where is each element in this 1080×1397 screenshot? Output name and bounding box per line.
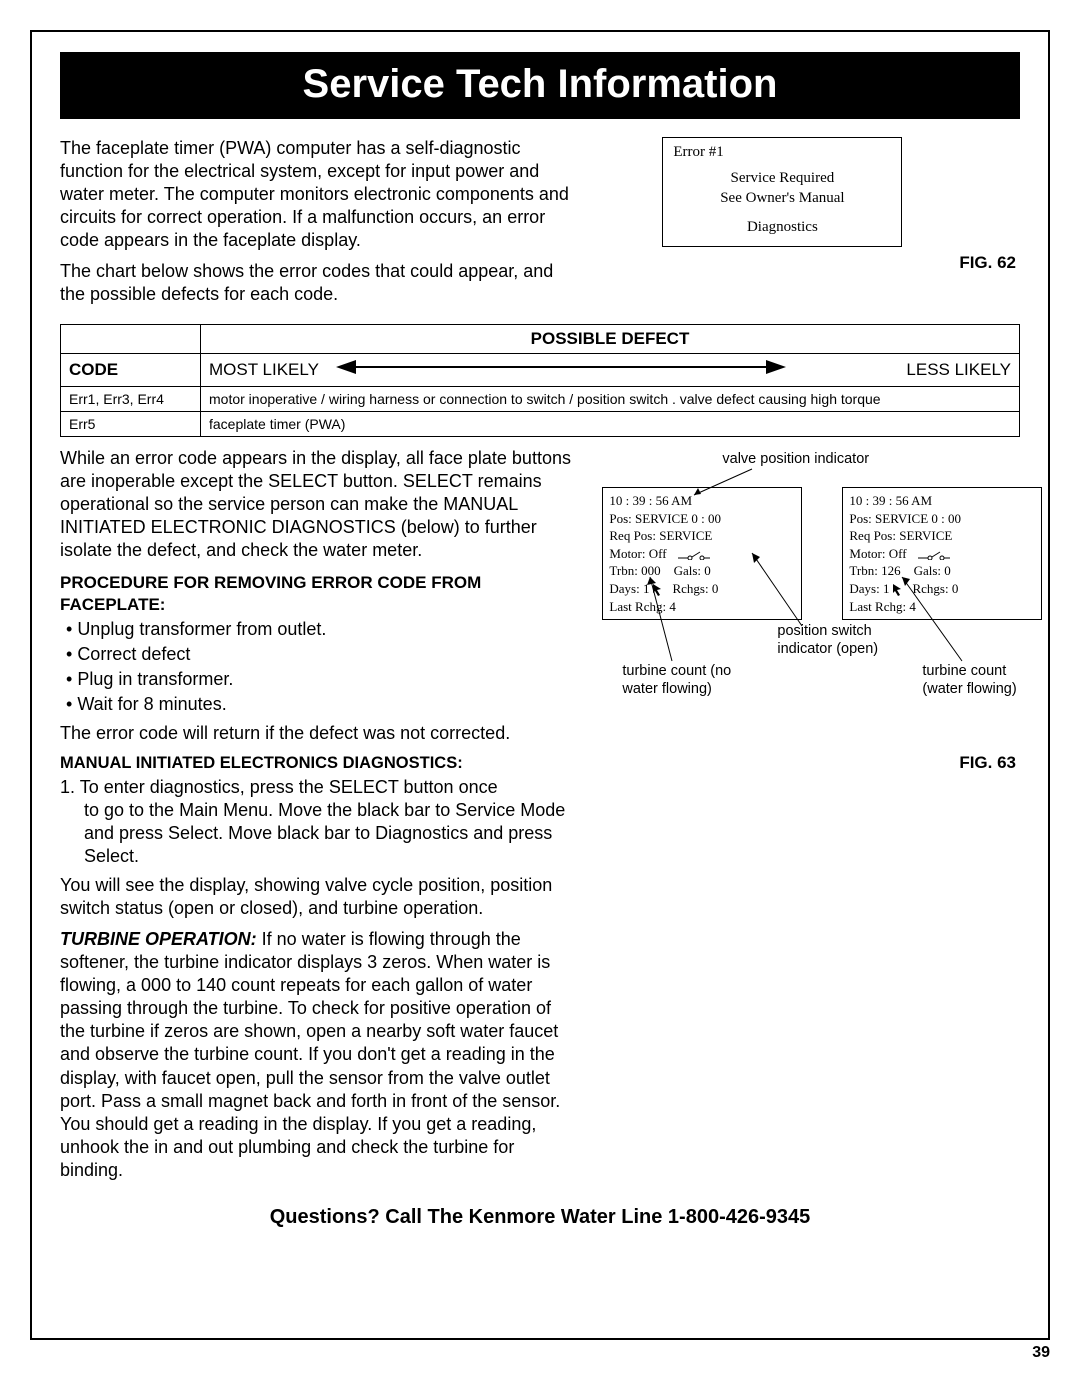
switch-open-icon [676,550,710,560]
disp-days: Days: 1 [609,581,649,596]
intro-row: The faceplate timer (PWA) computer has a… [60,137,1020,314]
diag-step1-lead: 1. To enter diagnostics, press the SELEC… [60,777,498,797]
turbine-body: If no water is flowing through the softe… [60,929,560,1179]
error-line-2: See Owner's Manual [673,189,891,209]
procedure-col: While an error code appears in the displ… [60,447,578,1189]
turbine-lead: TURBINE OPERATION: [60,929,257,949]
bullet-item: Wait for 8 minutes. [66,693,578,716]
disp-motor-row: Motor: Off [849,545,1035,563]
lower-row: While an error code appears in the displ… [60,447,1020,1189]
defect-cell: faceplate timer (PWA) [201,412,1020,437]
error-fig-col: Error #1 Service Required See Owner's Ma… [602,137,1020,314]
less-likely-label: LESS LIKELY [906,360,1011,380]
table-row: Err1, Err3, Err4 motor inoperative / wir… [61,387,1020,412]
page-title-banner: Service Tech Information [60,52,1020,119]
defect-cell: motor inoperative / wiring harness or co… [201,387,1020,412]
error-line-3: Diagnostics [673,218,891,238]
cursor-icon [893,584,903,596]
diag-after-paragraph: You will see the display, showing valve … [60,874,578,920]
most-likely-label: MOST LIKELY [209,360,319,379]
likelihood-row: MOST LIKELY LESS LIKELY [201,354,1020,387]
possible-defect-header: POSSIBLE DEFECT [201,325,1020,354]
disp-motor-row: Motor: Off [609,545,795,563]
procedure-note: The error code will return if the defect… [60,722,578,745]
bullet-item: Correct defect [66,643,578,666]
disp-trbn: Trbn: 000 [609,563,660,578]
disp-gals: Gals: 0 [914,563,951,578]
procedure-heading: PROCEDURE FOR REMOVING ERROR CODE FROM F… [60,572,578,616]
defect-table: POSSIBLE DEFECT CODE MOST LIKELY LESS LI… [60,324,1020,437]
intro-paragraph-1: The faceplate timer (PWA) computer has a… [60,137,578,252]
disp-last: Last Rchg: 4 [609,598,795,616]
turbine-water-label: turbine count (water flowing) [922,663,1042,698]
disp-reqpos: Req Pos: SERVICE [849,527,1035,545]
diagnostics-diagram: valve position indicator 10 : 39 : 56 AM… [602,451,1020,751]
after-table-paragraph: While an error code appears in the displ… [60,447,578,562]
bullet-item: Plug in transformer. [66,668,578,691]
disp-time: 10 : 39 : 56 AM [609,492,795,510]
disp-days: Days: 1 [849,581,889,596]
disp-rchgs: Rchgs: 0 [672,581,718,596]
figure-63-label: FIG. 63 [602,753,1016,773]
turbine-no-water-label: turbine count (no water flowing) [622,663,762,698]
display-box-left: 10 : 39 : 56 AM Pos: SERVICE 0 : 00 Req … [602,487,802,620]
disp-pos: Pos: SERVICE 0 : 00 [609,510,795,528]
disp-last: Last Rchg: 4 [849,598,1035,616]
code-header: CODE [61,354,201,387]
disp-pos: Pos: SERVICE 0 : 00 [849,510,1035,528]
error-line-1: Service Required [673,169,891,189]
disp-trbn: Trbn: 126 [849,563,900,578]
bullet-item: Unplug transformer from outlet. [66,618,578,641]
code-cell: Err5 [61,412,201,437]
disp-gals: Gals: 0 [674,563,711,578]
diag-step1-rest: to go to the Main Menu. Move the black b… [84,799,578,868]
disp-reqpos: Req Pos: SERVICE [609,527,795,545]
diag-step-1: 1. To enter diagnostics, press the SELEC… [60,776,578,868]
display-box-right: 10 : 39 : 56 AM Pos: SERVICE 0 : 00 Req … [842,487,1042,620]
intro-text-col: The faceplate timer (PWA) computer has a… [60,137,578,314]
procedure-bullets: Unplug transformer from outlet. Correct … [66,618,578,716]
diagnostics-heading: MANUAL INITIATED ELECTRONICS DIAGNOSTICS… [60,753,578,774]
disp-days-row: Days: 1 Rchgs: 0 [609,580,795,598]
disp-motor: Motor: Off [609,546,666,561]
figure-62-label: FIG. 62 [602,253,1016,273]
diagram-col: valve position indicator 10 : 39 : 56 AM… [602,447,1020,1189]
disp-rchgs: Rchgs: 0 [912,581,958,596]
switch-open-icon [916,550,950,560]
code-cell: Err1, Err3, Err4 [61,387,201,412]
disp-days-row: Days: 1 Rchgs: 0 [849,580,1035,598]
footer-line: Questions? Call The Kenmore Water Line 1… [60,1206,1020,1229]
position-switch-label: position switch indicator (open) [777,623,897,658]
disp-motor: Motor: Off [849,546,906,561]
disp-trbn-row: Trbn: 000 Gals: 0 [609,562,795,580]
page-number: 39 [30,1344,1050,1362]
error-display-box: Error #1 Service Required See Owner's Ma… [662,137,902,247]
turbine-paragraph: TURBINE OPERATION: If no water is flowin… [60,928,578,1181]
likelihood-arrow-icon [331,356,791,378]
page-frame: Service Tech Information The faceplate t… [30,30,1050,1340]
error-title: Error #1 [673,144,891,161]
valve-position-label: valve position indicator [722,451,869,468]
intro-paragraph-2: The chart below shows the error codes th… [60,260,578,306]
disp-time: 10 : 39 : 56 AM [849,492,1035,510]
table-row: Err5 faceplate timer (PWA) [61,412,1020,437]
disp-trbn-row: Trbn: 126 Gals: 0 [849,562,1035,580]
cursor-icon [653,584,663,596]
